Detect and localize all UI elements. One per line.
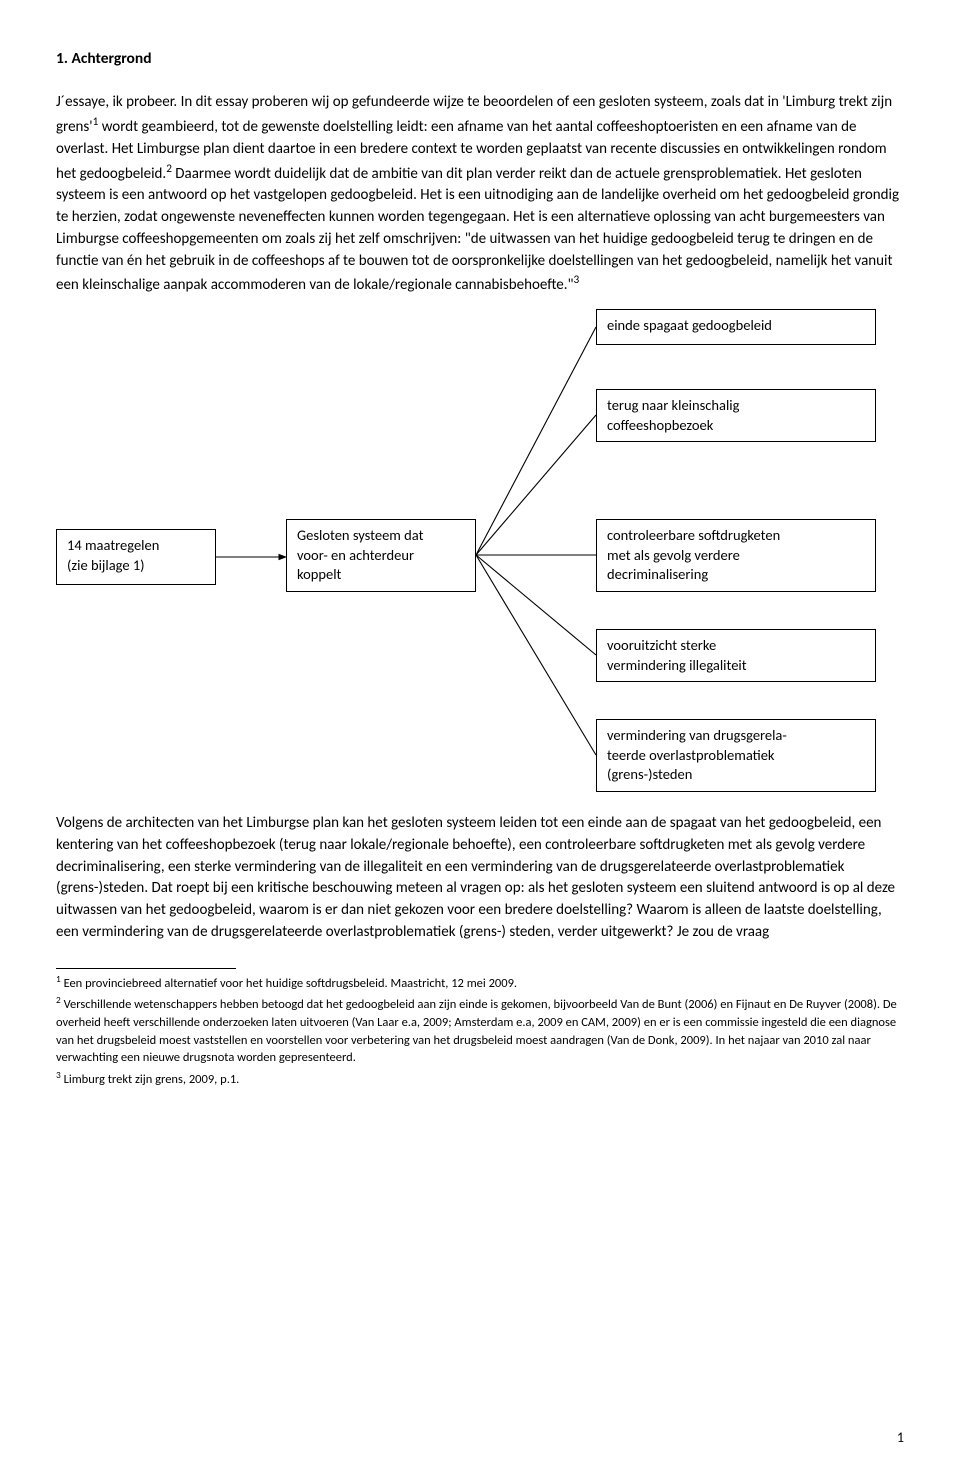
paragraph-2: Volgens de architecten van het Limburgse… xyxy=(56,813,904,944)
diagram-box-right-1: terug naar kleinschalig coffeeshopbezoek xyxy=(596,389,876,442)
diagram-box-left: 14 maatregelen (zie bijlage 1) xyxy=(56,529,216,585)
page-number: 1 xyxy=(897,1428,904,1448)
diagram-box-right-4: vermindering van drugsgerela- teerde ove… xyxy=(596,719,876,792)
footnote: 2 Verschillende wetenschappers hebben be… xyxy=(56,994,904,1066)
footnotes: 1 Een provinciebreed alternatief voor he… xyxy=(56,973,904,1088)
footnote: 1 Een provinciebreed alternatief voor he… xyxy=(56,973,904,993)
section-heading: 1. Achtergrond xyxy=(56,48,904,70)
diagram-box-right-2: controleerbare softdrugketen met als gev… xyxy=(596,519,876,592)
diagram-box-right-3: vooruitzicht sterke vermindering illegal… xyxy=(596,629,876,682)
paragraph-1: J´essaye, ik probeer. In dit essay probe… xyxy=(56,92,904,297)
diagram-box-center: Gesloten systeem dat voor- en achterdeur… xyxy=(286,519,476,592)
footnote-rule xyxy=(56,968,236,969)
diagram-box-right-0: einde spagaat gedoogbeleid xyxy=(596,309,876,345)
footnote: 3 Limburg trekt zijn grens, 2009, p.1. xyxy=(56,1069,904,1089)
flow-diagram: 14 maatregelen (zie bijlage 1) Gesloten s… xyxy=(56,309,904,809)
